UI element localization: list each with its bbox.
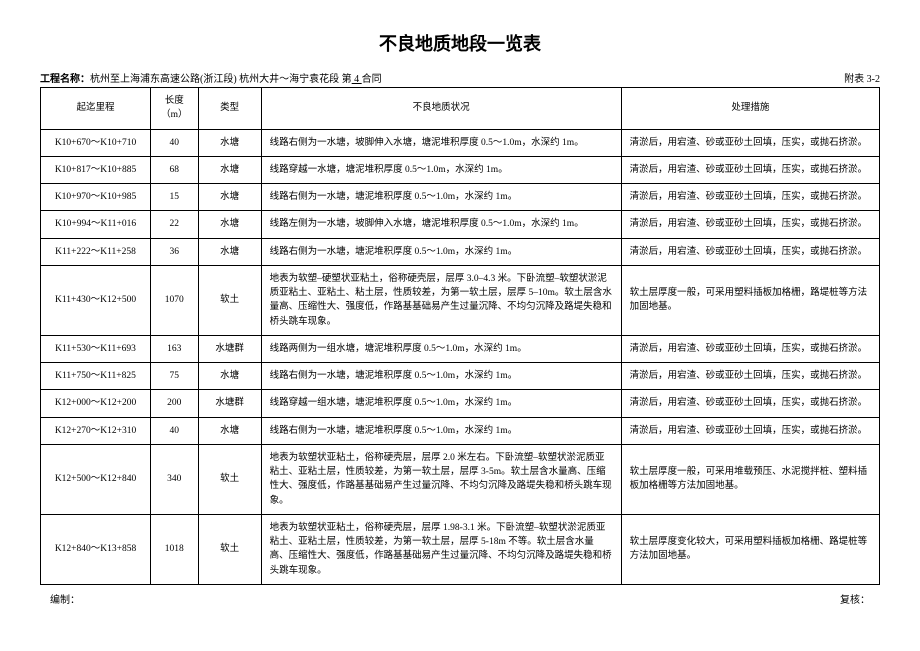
cell-range: K12+270～K12+310 [41, 417, 151, 444]
cell-type: 软土 [198, 265, 261, 335]
cell-type: 水塘 [198, 238, 261, 265]
cell-range: K10+817～K10+885 [41, 156, 151, 183]
page-title: 不良地质地段一览表 [40, 30, 880, 56]
cell-treatment: 清淤后，用宕渣、砂或亚砂土回填，压实，或抛石挤淤。 [621, 417, 879, 444]
cell-range: K11+222～K11+258 [41, 238, 151, 265]
table-body: K10+670～K10+71040水塘线路右侧为一水塘，坡脚伸入水塘，塘泥堆积厚… [41, 129, 880, 584]
attachment-label: 附表 3-2 [844, 70, 880, 85]
cell-range: K12+840～K13+858 [41, 514, 151, 584]
cell-condition: 线路右侧为一水塘，塘泥堆积厚度 0.5～1.0m，水深约 1m。 [261, 417, 621, 444]
th-range: 起迄里程 [41, 88, 151, 130]
th-treatment: 处理措施 [621, 88, 879, 130]
table-header-row: 起迄里程 长度 （m） 类型 不良地质状况 处理措施 [41, 88, 880, 130]
cell-length: 40 [151, 417, 198, 444]
cell-type: 水塘 [198, 129, 261, 156]
cell-treatment: 清淤后，用宕渣、砂或亚砂土回填，压实，或抛石挤淤。 [621, 335, 879, 362]
table-row: K10+994～K11+01622水塘线路左侧为一水塘，坡脚伸入水塘，塘泥堆积厚… [41, 211, 880, 238]
cell-treatment: 软土层厚度一般，可采用堆载预压、水泥搅拌桩、塑料插板加格栅等方法加固地基。 [621, 444, 879, 514]
cell-condition: 地表为软塑–硬塑状亚粘土，俗称硬壳层，层厚 3.0–4.3 米。下卧流塑–软塑状… [261, 265, 621, 335]
cell-type: 水塘群 [198, 390, 261, 417]
table-row: K11+530～K11+693163水塘群线路两侧为一组水塘，塘泥堆积厚度 0.… [41, 335, 880, 362]
table-row: K10+670～K10+71040水塘线路右侧为一水塘，坡脚伸入水塘，塘泥堆积厚… [41, 129, 880, 156]
cell-condition: 线路穿越一组水塘，塘泥堆积厚度 0.5～1.0m，水深约 1m。 [261, 390, 621, 417]
cell-type: 水塘 [198, 211, 261, 238]
cell-range: K11+530～K11+693 [41, 335, 151, 362]
contract-no: 4 [352, 74, 362, 85]
cell-treatment: 清淤后，用宕渣、砂或亚砂土回填，压实，或抛石挤淤。 [621, 156, 879, 183]
cell-length: 15 [151, 184, 198, 211]
th-length: 长度 （m） [151, 88, 198, 130]
footer-left: 编制： [50, 591, 80, 606]
cell-condition: 线路右侧为一水塘，塘泥堆积厚度 0.5～1.0m，水深约 1m。 [261, 184, 621, 211]
project-name: 工程名称：杭州至上海浦东高速公路(浙江段) 杭州大井～海宁袁花段 第 4 合同 [40, 70, 382, 85]
table-row: K12+840～K13+8581018软土地表为软塑状亚粘土，俗称硬壳层，层厚 … [41, 514, 880, 584]
cell-condition: 地表为软塑状亚粘土，俗称硬壳层，层厚 2.0 米左右。下卧流塑–软塑状淤泥质亚粘… [261, 444, 621, 514]
cell-treatment: 清淤后，用宕渣、砂或亚砂土回填，压实，或抛石挤淤。 [621, 363, 879, 390]
cell-treatment: 软土层厚度一般，可采用塑料插板加格栅，路堤桩等方法加固地基。 [621, 265, 879, 335]
cell-type: 水塘 [198, 156, 261, 183]
table-row: K11+222～K11+25836水塘线路右侧为一水塘，塘泥堆积厚度 0.5～1… [41, 238, 880, 265]
cell-range: K10+970～K10+985 [41, 184, 151, 211]
cell-range: K12+500～K12+840 [41, 444, 151, 514]
table-row: K12+500～K12+840340软土地表为软塑状亚粘土，俗称硬壳层，层厚 2… [41, 444, 880, 514]
project-label: 工程名称： [40, 74, 90, 85]
cell-condition: 线路右侧为一水塘，塘泥堆积厚度 0.5～1.0m，水深约 1m。 [261, 238, 621, 265]
cell-length: 1070 [151, 265, 198, 335]
cell-length: 68 [151, 156, 198, 183]
cell-treatment: 清淤后，用宕渣、砂或亚砂土回填，压实，或抛石挤淤。 [621, 184, 879, 211]
footer-right: 复核： [840, 591, 870, 606]
cell-type: 水塘 [198, 184, 261, 211]
table-row: K10+970～K10+98515水塘线路右侧为一水塘，塘泥堆积厚度 0.5～1… [41, 184, 880, 211]
cell-condition: 线路左侧为一水塘，坡脚伸入水塘，塘泥堆积厚度 0.5～1.0m，水深约 1m。 [261, 211, 621, 238]
cell-condition: 线路穿越一水塘，塘泥堆积厚度 0.5～1.0m，水深约 1m。 [261, 156, 621, 183]
cell-range: K10+670～K10+710 [41, 129, 151, 156]
footer-row: 编制： 复核： [40, 591, 880, 606]
geology-table: 起迄里程 长度 （m） 类型 不良地质状况 处理措施 K10+670～K10+7… [40, 87, 880, 585]
cell-length: 40 [151, 129, 198, 156]
table-row: K12+270～K12+31040水塘线路右侧为一水塘，塘泥堆积厚度 0.5～1… [41, 417, 880, 444]
table-row: K12+000～K12+200200水塘群线路穿越一组水塘，塘泥堆积厚度 0.5… [41, 390, 880, 417]
cell-length: 163 [151, 335, 198, 362]
cell-treatment: 清淤后，用宕渣、砂或亚砂土回填，压实，或抛石挤淤。 [621, 238, 879, 265]
cell-length: 36 [151, 238, 198, 265]
cell-treatment: 软土层厚度变化较大，可采用塑料插板加格栅、路堤桩等方法加固地基。 [621, 514, 879, 584]
cell-type: 水塘群 [198, 335, 261, 362]
th-condition: 不良地质状况 [261, 88, 621, 130]
cell-length: 75 [151, 363, 198, 390]
cell-length: 1018 [151, 514, 198, 584]
cell-length: 22 [151, 211, 198, 238]
header-row: 工程名称：杭州至上海浦东高速公路(浙江段) 杭州大井～海宁袁花段 第 4 合同 … [40, 70, 880, 85]
cell-treatment: 清淤后，用宕渣、砂或亚砂土回填，压实，或抛石挤淤。 [621, 211, 879, 238]
contract-suffix: 合同 [362, 74, 382, 85]
cell-range: K10+994～K11+016 [41, 211, 151, 238]
cell-range: K11+430～K12+500 [41, 265, 151, 335]
cell-treatment: 清淤后，用宕渣、砂或亚砂土回填，压实，或抛石挤淤。 [621, 129, 879, 156]
cell-condition: 线路右侧为一水塘，塘泥堆积厚度 0.5～1.0m，水深约 1m。 [261, 363, 621, 390]
table-row: K11+430～K12+5001070软土地表为软塑–硬塑状亚粘土，俗称硬壳层，… [41, 265, 880, 335]
cell-condition: 线路两侧为一组水塘，塘泥堆积厚度 0.5～1.0m，水深约 1m。 [261, 335, 621, 362]
cell-length: 340 [151, 444, 198, 514]
cell-range: K12+000～K12+200 [41, 390, 151, 417]
cell-condition: 地表为软塑状亚粘土，俗称硬壳层，层厚 1.98-3.1 米。下卧流塑–软塑状淤泥… [261, 514, 621, 584]
cell-treatment: 清淤后，用宕渣、砂或亚砂土回填，压实，或抛石挤淤。 [621, 390, 879, 417]
cell-type: 水塘 [198, 417, 261, 444]
cell-length: 200 [151, 390, 198, 417]
cell-type: 水塘 [198, 363, 261, 390]
th-type: 类型 [198, 88, 261, 130]
cell-type: 软土 [198, 444, 261, 514]
project-value: 杭州至上海浦东高速公路(浙江段) 杭州大井～海宁袁花段 第 [90, 74, 352, 85]
cell-range: K11+750～K11+825 [41, 363, 151, 390]
table-row: K10+817～K10+88568水塘线路穿越一水塘，塘泥堆积厚度 0.5～1.… [41, 156, 880, 183]
cell-condition: 线路右侧为一水塘，坡脚伸入水塘，塘泥堆积厚度 0.5～1.0m，水深约 1m。 [261, 129, 621, 156]
table-row: K11+750～K11+82575水塘线路右侧为一水塘，塘泥堆积厚度 0.5～1… [41, 363, 880, 390]
cell-type: 软土 [198, 514, 261, 584]
